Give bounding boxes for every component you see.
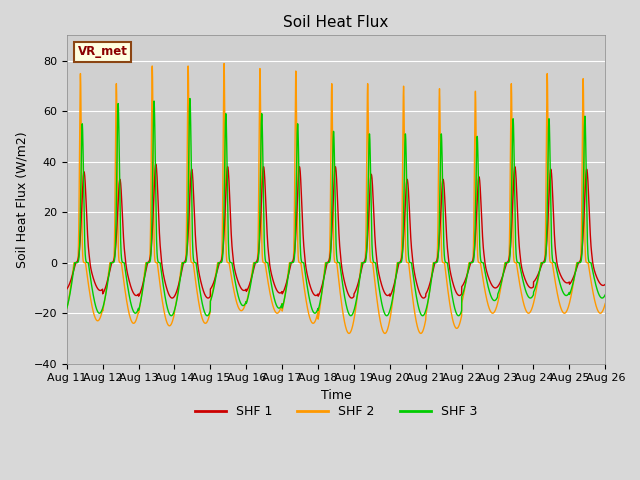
X-axis label: Time: Time [321,389,351,402]
Text: VR_met: VR_met [77,45,127,58]
Legend: SHF 1, SHF 2, SHF 3: SHF 1, SHF 2, SHF 3 [189,400,483,423]
Y-axis label: Soil Heat Flux (W/m2): Soil Heat Flux (W/m2) [15,131,28,268]
Title: Soil Heat Flux: Soil Heat Flux [284,15,388,30]
